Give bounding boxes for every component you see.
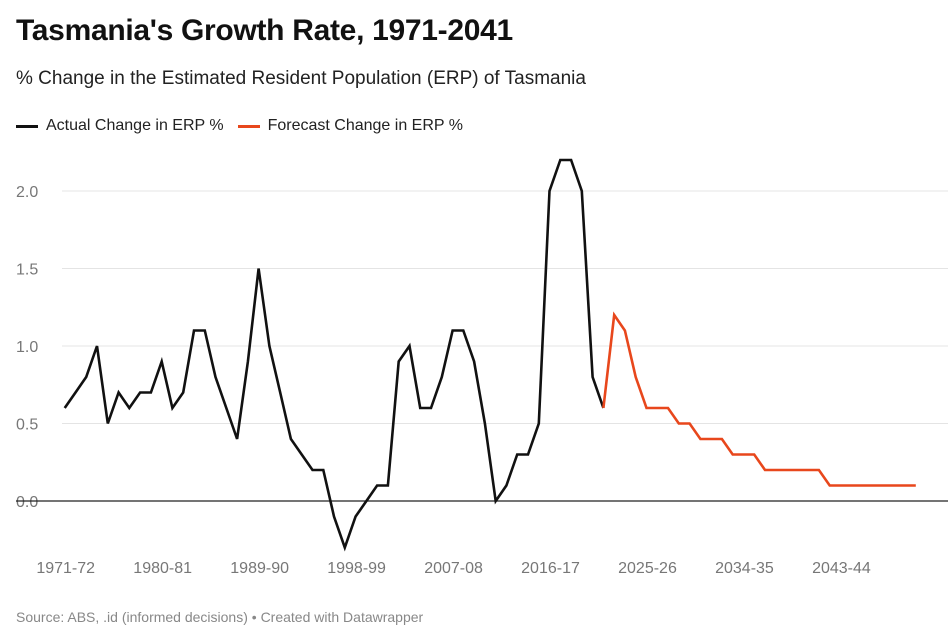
x-tick-label: 2043-44 — [812, 560, 871, 577]
legend-swatch-forecast — [237, 124, 260, 128]
y-tick-label: 0.5 — [16, 417, 38, 434]
y-tick-label: 1.0 — [16, 339, 38, 356]
x-tick-label: 2016-17 — [521, 560, 580, 577]
series-line-forecast — [602, 311, 916, 487]
series-line-actual — [63, 158, 605, 552]
y-tick-label: 2.0 — [16, 184, 38, 201]
x-tick-label: 2025-26 — [618, 560, 677, 577]
legend-label-forecast: Forecast Change in ERP % — [267, 117, 463, 134]
x-tick-label: 1980-81 — [133, 560, 192, 577]
x-tick-label: 1971-72 — [36, 560, 95, 577]
y-tick-label: 0.0 — [16, 494, 38, 511]
legend-item-forecast[interactable]: Forecast Change in ERP % — [237, 117, 463, 135]
legend-item-actual[interactable]: Actual Change in ERP % — [16, 117, 224, 135]
source-note: Source: ABS, .id (informed decisions) • … — [16, 609, 424, 625]
legend: Actual Change in ERP % Forecast Change i… — [16, 117, 477, 135]
x-tick-label: 2007-08 — [424, 560, 483, 577]
legend-label-actual: Actual Change in ERP % — [46, 117, 224, 134]
legend-swatch-actual — [16, 124, 38, 128]
chart-subtitle: % Change in the Estimated Resident Popul… — [16, 68, 586, 89]
chart-title: Tasmania's Growth Rate, 1971-2041 — [16, 14, 513, 47]
x-tick-label: 1989-90 — [230, 560, 289, 577]
x-tick-label: 2034-35 — [715, 560, 774, 577]
y-tick-label: 1.5 — [16, 262, 38, 279]
x-tick-label: 1998-99 — [327, 560, 386, 577]
